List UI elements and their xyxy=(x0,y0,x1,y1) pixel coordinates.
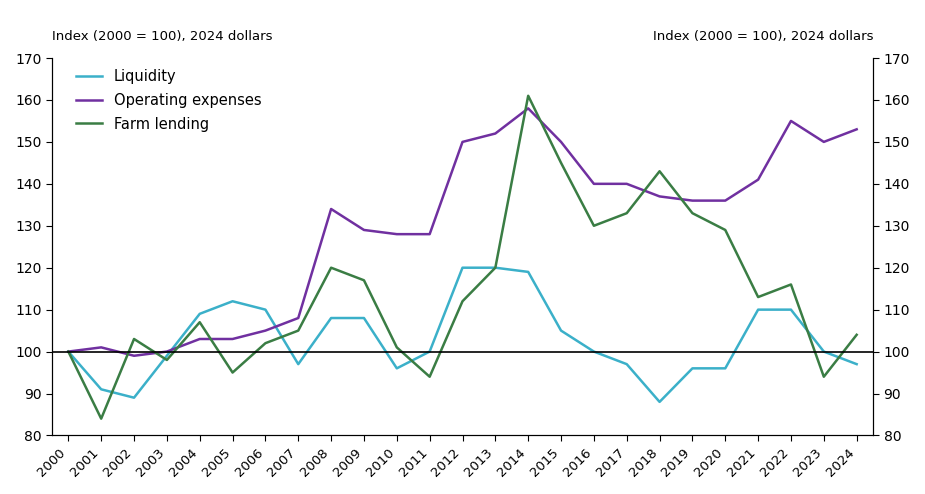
Operating expenses xyxy=(753,177,764,183)
Text: Index (2000 = 100), 2024 dollars: Index (2000 = 100), 2024 dollars xyxy=(52,30,273,43)
Farm lending xyxy=(687,210,698,216)
Operating expenses xyxy=(490,130,501,136)
Farm lending xyxy=(161,357,172,363)
Operating expenses xyxy=(95,344,106,350)
Farm lending xyxy=(523,93,534,99)
Line: Farm lending: Farm lending xyxy=(68,96,857,418)
Operating expenses xyxy=(851,126,862,132)
Operating expenses xyxy=(260,328,271,333)
Farm lending xyxy=(556,160,567,166)
Liquidity xyxy=(457,265,468,271)
Liquidity xyxy=(326,315,337,321)
Liquidity xyxy=(819,349,830,355)
Operating expenses xyxy=(457,139,468,145)
Farm lending xyxy=(490,265,501,271)
Operating expenses xyxy=(424,231,435,237)
Liquidity xyxy=(161,353,172,359)
Farm lending xyxy=(326,265,337,271)
Liquidity xyxy=(95,386,106,392)
Operating expenses xyxy=(391,231,402,237)
Liquidity xyxy=(391,366,402,371)
Farm lending xyxy=(457,298,468,304)
Operating expenses xyxy=(819,139,830,145)
Liquidity xyxy=(260,307,271,313)
Farm lending xyxy=(720,227,731,233)
Operating expenses xyxy=(654,194,665,200)
Operating expenses xyxy=(161,349,172,355)
Liquidity xyxy=(490,265,501,271)
Operating expenses xyxy=(785,118,796,124)
Line: Operating expenses: Operating expenses xyxy=(68,108,857,356)
Farm lending xyxy=(129,336,140,342)
Farm lending xyxy=(260,340,271,346)
Operating expenses xyxy=(326,206,337,212)
Farm lending xyxy=(785,282,796,288)
Liquidity xyxy=(194,311,205,317)
Farm lending xyxy=(753,294,764,300)
Liquidity xyxy=(622,361,633,367)
Liquidity xyxy=(720,366,731,371)
Liquidity xyxy=(227,298,238,304)
Farm lending xyxy=(622,210,633,216)
Liquidity xyxy=(785,307,796,313)
Operating expenses xyxy=(227,336,238,342)
Operating expenses xyxy=(622,181,633,187)
Farm lending xyxy=(63,349,74,355)
Operating expenses xyxy=(358,227,369,233)
Liquidity xyxy=(654,399,665,405)
Operating expenses xyxy=(523,105,534,111)
Liquidity xyxy=(292,361,303,367)
Operating expenses xyxy=(63,349,74,355)
Farm lending xyxy=(391,344,402,350)
Farm lending xyxy=(851,332,862,338)
Liquidity xyxy=(129,395,140,401)
Farm lending xyxy=(194,319,205,325)
Liquidity xyxy=(753,307,764,313)
Operating expenses xyxy=(588,181,599,187)
Liquidity xyxy=(358,315,369,321)
Line: Liquidity: Liquidity xyxy=(68,268,857,402)
Operating expenses xyxy=(194,336,205,342)
Farm lending xyxy=(424,374,435,380)
Farm lending xyxy=(292,328,303,333)
Liquidity xyxy=(63,349,74,355)
Operating expenses xyxy=(129,353,140,359)
Farm lending xyxy=(654,168,665,174)
Operating expenses xyxy=(556,139,567,145)
Farm lending xyxy=(227,370,238,375)
Operating expenses xyxy=(687,198,698,204)
Operating expenses xyxy=(720,198,731,204)
Liquidity xyxy=(851,361,862,367)
Liquidity xyxy=(588,349,599,355)
Farm lending xyxy=(819,374,830,380)
Text: Index (2000 = 100), 2024 dollars: Index (2000 = 100), 2024 dollars xyxy=(652,30,873,43)
Liquidity xyxy=(687,366,698,371)
Liquidity xyxy=(556,328,567,333)
Operating expenses xyxy=(292,315,303,321)
Liquidity xyxy=(424,349,435,355)
Farm lending xyxy=(588,223,599,229)
Farm lending xyxy=(95,415,106,421)
Farm lending xyxy=(358,277,369,283)
Legend: Liquidity, Operating expenses, Farm lending: Liquidity, Operating expenses, Farm lend… xyxy=(76,69,261,131)
Liquidity xyxy=(523,269,534,275)
